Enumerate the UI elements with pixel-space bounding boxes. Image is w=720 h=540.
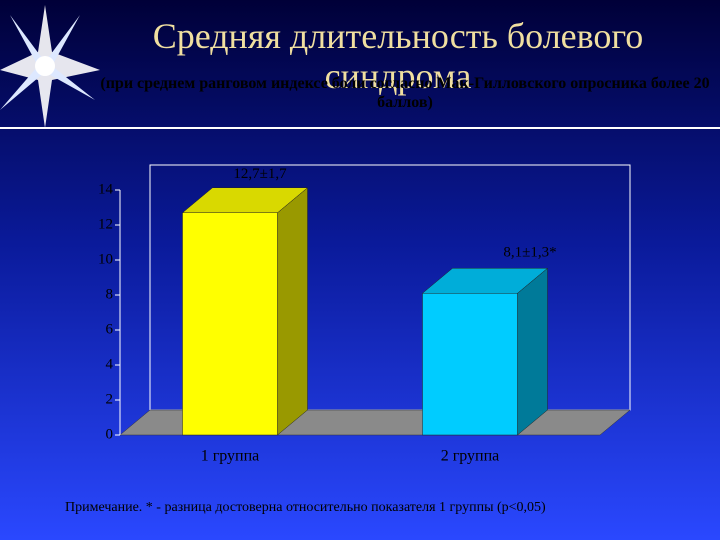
y-tick-label: 0 bbox=[106, 426, 114, 442]
x-tick-label: 1 группа bbox=[201, 448, 260, 465]
y-tick-label: 14 bbox=[98, 181, 114, 197]
bar-side bbox=[517, 267, 548, 436]
y-tick-label: 8 bbox=[106, 286, 114, 302]
chart-title: Средняя длительность болевого синдрома bbox=[153, 16, 644, 96]
star-core bbox=[35, 56, 55, 76]
y-tick-label: 4 bbox=[106, 356, 114, 372]
y-tick-label: 10 bbox=[98, 251, 113, 267]
chart-subtitle: (при среднем ранговом индексе боли согла… bbox=[100, 75, 710, 111]
value-label: 12,7±1,7 bbox=[233, 166, 287, 182]
bar bbox=[422, 293, 518, 436]
y-tick-label: 12 bbox=[98, 216, 113, 232]
y-tick-label: 2 bbox=[106, 391, 114, 407]
y-tick-label: 6 bbox=[106, 321, 114, 337]
note: Примечание. * - разница достоверна относ… bbox=[65, 500, 546, 515]
bar-side bbox=[277, 187, 308, 436]
subtitle-box: (при среднем ранговом индексе боли согла… bbox=[100, 75, 710, 111]
x-tick-label: 2 группа bbox=[441, 448, 500, 465]
bar bbox=[182, 212, 278, 436]
value-label: 8,1±1,3* bbox=[503, 245, 556, 261]
